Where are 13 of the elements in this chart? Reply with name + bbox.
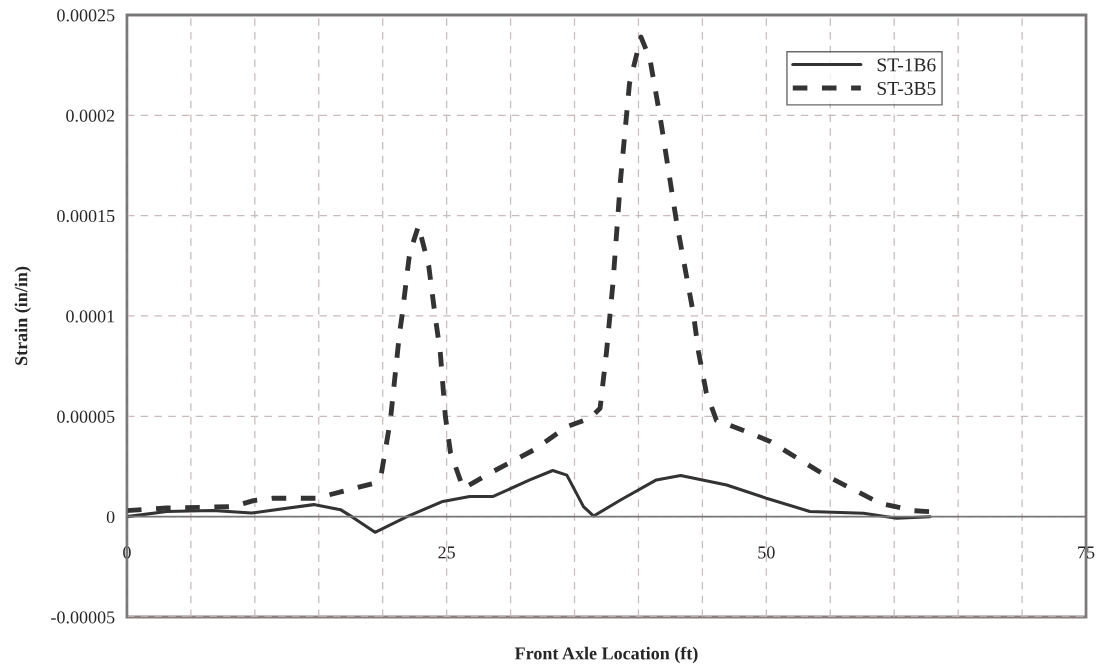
legend-label: ST-3B5 (877, 81, 936, 96)
y-tick-label: 0.0001 (66, 310, 115, 323)
y-tick-label: 0.0002 (66, 109, 115, 122)
x-tick-label: 50 (758, 546, 775, 559)
y-tick-label: -0.00005 (51, 611, 115, 624)
y-axis-title: Strain (in/in) (14, 266, 31, 365)
x-tick-label: 25 (438, 546, 455, 559)
y-tick-label: 0.00015 (57, 209, 115, 223)
legend-label: ST-1B6 (877, 58, 936, 72)
y-tick-label: 0.00025 (57, 9, 115, 22)
x-axis-title: Front Axle Location (ft) (514, 646, 698, 664)
y-tick-label: 0 (106, 510, 115, 524)
y-tick-label: 0.00005 (57, 410, 115, 423)
